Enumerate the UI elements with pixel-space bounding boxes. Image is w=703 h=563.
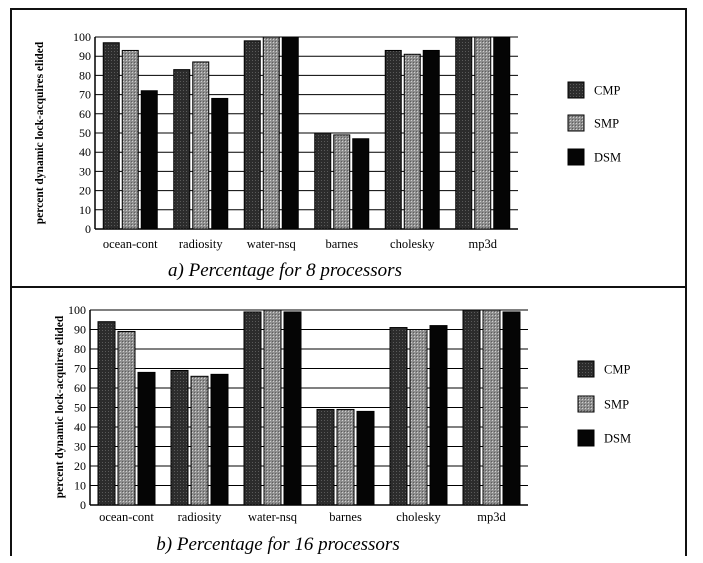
y-tick-label: 40 xyxy=(74,420,86,434)
panel-divider xyxy=(10,286,687,288)
x-tick-label: mp3d xyxy=(469,237,498,251)
bar-smp-mp3d xyxy=(474,36,492,230)
y-tick-label: 70 xyxy=(74,362,86,376)
legend-swatch-dsm xyxy=(567,148,585,166)
bar-cmp-mp3d xyxy=(462,309,481,506)
y-tick-label: 50 xyxy=(79,126,91,140)
x-tick-label: barnes xyxy=(325,237,358,251)
x-tick-label: cholesky xyxy=(396,510,441,524)
bar-dsm-water-nsq xyxy=(283,311,302,506)
bar-dsm-mp3d xyxy=(493,36,511,230)
x-tick-label: water-nsq xyxy=(247,237,297,251)
bar-dsm-ocean-cont xyxy=(140,90,158,230)
bar-dsm-ocean-cont xyxy=(137,371,156,506)
x-tick-label: radiosity xyxy=(178,510,222,524)
bar-dsm-cholesky xyxy=(429,325,448,506)
x-tick-label: ocean-cont xyxy=(99,510,154,524)
bar-cmp-ocean-cont xyxy=(97,321,116,506)
y-tick-label: 40 xyxy=(79,145,91,159)
legend-swatch-cmp xyxy=(577,360,595,378)
bar-dsm-barnes xyxy=(356,410,375,506)
legend-swatch-dsm xyxy=(577,429,595,447)
bar-dsm-mp3d xyxy=(502,311,521,506)
legend-label-cmp: CMP xyxy=(604,363,630,377)
legend-label-smp: SMP xyxy=(604,398,629,412)
bar-smp-ocean-cont xyxy=(121,49,139,230)
y-tick-label: 80 xyxy=(79,68,91,82)
legend-label-smp: SMP xyxy=(594,117,619,131)
panel-caption: b) Percentage for 16 processors xyxy=(156,534,399,555)
y-tick-label: 100 xyxy=(68,303,86,317)
bar-cmp-radiosity xyxy=(173,69,191,230)
bar-smp-radiosity xyxy=(190,375,209,506)
bar-dsm-barnes xyxy=(352,138,370,230)
x-tick-label: barnes xyxy=(329,510,362,524)
x-tick-label: ocean-cont xyxy=(103,237,158,251)
y-tick-label: 60 xyxy=(74,381,86,395)
y-axis-label: percent dynamic lock-acquires elided xyxy=(54,315,66,498)
bar-smp-cholesky xyxy=(409,329,428,506)
figure-frame xyxy=(10,8,687,556)
bar-smp-cholesky xyxy=(403,53,421,230)
bar-cmp-barnes xyxy=(314,132,332,230)
legend-swatch-smp xyxy=(567,114,585,132)
chart-panel-b: 0 10 20 30 40 50 60 70 80 90 100 ocean-cont radiosit… xyxy=(54,303,631,555)
bar-smp-water-nsq xyxy=(263,309,282,506)
y-tick-label: 10 xyxy=(79,203,91,217)
bar-cmp-barnes xyxy=(316,408,335,506)
legend-swatch-cmp xyxy=(567,81,585,99)
bar-dsm-radiosity xyxy=(210,373,229,506)
bar-smp-barnes xyxy=(336,408,355,506)
bar-cmp-cholesky xyxy=(384,49,402,230)
y-axis-label: percent dynamic lock-acquires elided xyxy=(34,41,46,224)
x-tick-label: cholesky xyxy=(390,237,435,251)
y-tick-label: 30 xyxy=(79,164,91,178)
bar-cmp-water-nsq xyxy=(243,311,262,506)
bar-smp-radiosity xyxy=(192,61,210,230)
bar-cmp-water-nsq xyxy=(243,40,261,230)
x-tick-label: mp3d xyxy=(477,510,506,524)
x-tick-label: radiosity xyxy=(179,237,223,251)
legend-label-cmp: CMP xyxy=(594,84,620,98)
panel-caption: a) Percentage for 8 processors xyxy=(168,260,402,281)
bar-smp-barnes xyxy=(333,134,351,230)
bar-dsm-radiosity xyxy=(211,97,229,230)
y-tick-label: 30 xyxy=(74,440,86,454)
bar-smp-mp3d xyxy=(482,309,501,506)
bar-cmp-radiosity xyxy=(170,369,189,506)
y-tick-label: 60 xyxy=(79,107,91,121)
y-tick-label: 10 xyxy=(74,479,86,493)
legend-label-dsm: DSM xyxy=(604,432,631,446)
bar-dsm-cholesky xyxy=(422,49,440,230)
y-tick-label: 20 xyxy=(79,184,91,198)
y-tick-label: 0 xyxy=(85,222,91,236)
legend-label-dsm: DSM xyxy=(594,151,621,165)
chart-panel-a: 0 10 20 30 40 50 60 70 80 90 100 ocean-cont radiosit… xyxy=(34,30,621,281)
y-tick-label: 80 xyxy=(74,342,86,356)
bar-cmp-mp3d xyxy=(455,36,473,230)
y-tick-label: 100 xyxy=(73,30,91,44)
y-tick-label: 90 xyxy=(79,49,91,63)
bar-cmp-ocean-cont xyxy=(102,42,120,230)
bar-smp-ocean-cont xyxy=(117,330,136,506)
legend-swatch-smp xyxy=(577,395,595,413)
y-tick-label: 0 xyxy=(80,498,86,512)
x-tick-label: water-nsq xyxy=(248,510,298,524)
y-tick-label: 70 xyxy=(79,88,91,102)
bar-dsm-water-nsq xyxy=(281,36,299,230)
y-tick-label: 90 xyxy=(74,323,86,337)
bar-cmp-cholesky xyxy=(389,327,408,506)
y-tick-label: 50 xyxy=(74,401,86,415)
bar-smp-water-nsq xyxy=(262,36,280,230)
y-tick-label: 20 xyxy=(74,459,86,473)
